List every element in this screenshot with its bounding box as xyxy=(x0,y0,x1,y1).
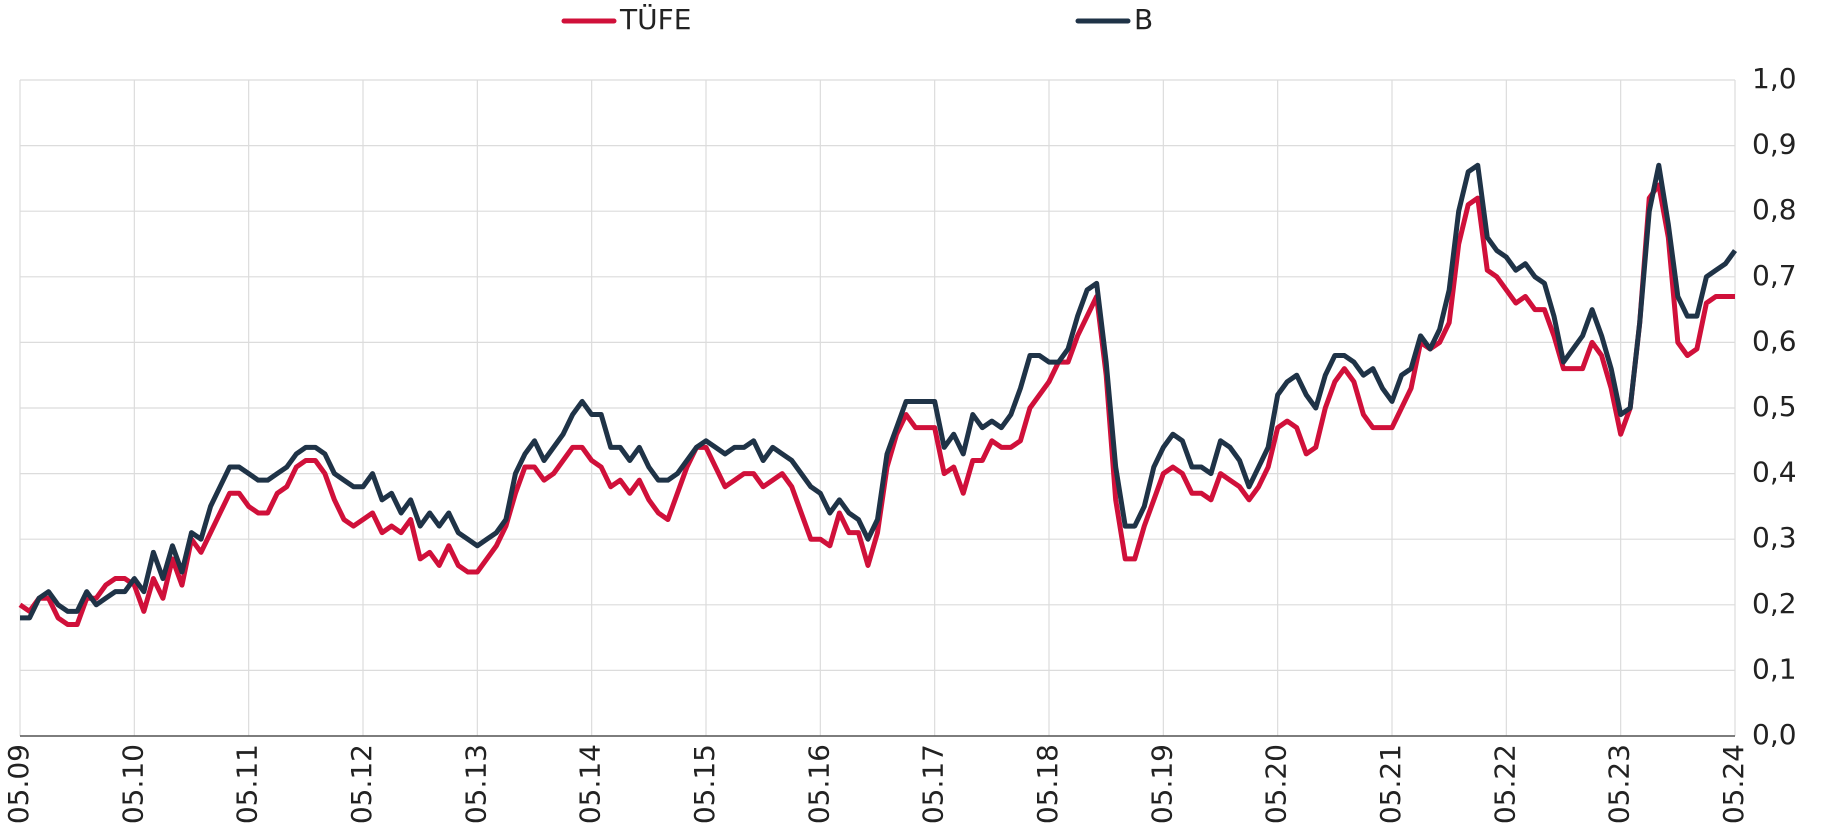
x-tick-label: 05.15 xyxy=(688,744,721,824)
legend-label: B xyxy=(1134,3,1153,36)
series-line xyxy=(18,182,1735,627)
y-tick-label: 0,9 xyxy=(1752,128,1797,161)
y-tick-label: 0,7 xyxy=(1752,259,1797,292)
legend-label: TÜFE xyxy=(619,2,691,36)
y-tick-label: 0,0 xyxy=(1752,718,1797,751)
y-tick-label: 0,8 xyxy=(1752,193,1797,226)
y-tick-label: 0,4 xyxy=(1752,456,1797,489)
x-tick-label: 05.12 xyxy=(345,744,378,824)
x-tick-label: 05.20 xyxy=(1260,744,1293,824)
x-tick-label: 05.10 xyxy=(116,744,149,824)
x-tick-label: 05.14 xyxy=(574,744,607,824)
y-tick-label: 0,6 xyxy=(1752,324,1797,357)
x-tick-label: 05.24 xyxy=(1717,744,1750,824)
y-tick-label: 0,1 xyxy=(1752,652,1797,685)
y-tick-label: 0,3 xyxy=(1752,521,1797,554)
x-tick-label: 05.17 xyxy=(917,744,950,824)
x-tick-label: 05.16 xyxy=(802,744,835,824)
series-line xyxy=(20,162,1738,621)
x-tick-label: 05.23 xyxy=(1603,744,1636,824)
x-tick-label: 05.21 xyxy=(1374,744,1407,824)
x-tick-label: 05.13 xyxy=(459,744,492,824)
y-tick-label: 0,5 xyxy=(1752,390,1797,423)
x-tick-label: 05.22 xyxy=(1488,744,1521,824)
x-tick-label: 05.11 xyxy=(231,744,264,824)
x-tick-label: 05.19 xyxy=(1145,744,1178,824)
y-tick-label: 1,0 xyxy=(1752,62,1797,95)
y-tick-label: 0,2 xyxy=(1752,587,1797,620)
x-tick-label: 05.09 xyxy=(2,744,35,824)
x-tick-label: 05.18 xyxy=(1031,744,1064,824)
